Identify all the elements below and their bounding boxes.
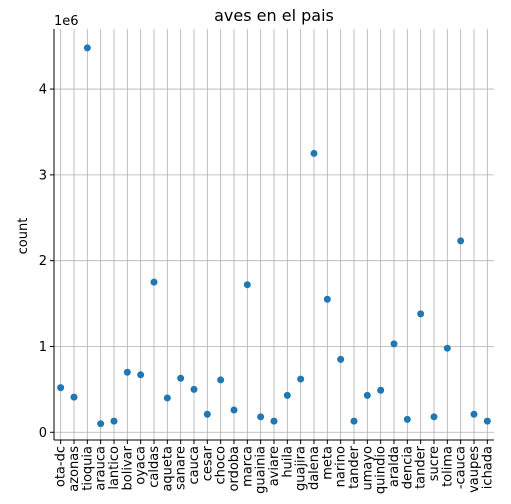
data-point (203, 410, 211, 418)
data-point (70, 393, 78, 401)
data-point (377, 386, 385, 394)
points-layer (57, 44, 491, 428)
data-point (110, 417, 118, 425)
y-tick-label: 3 (39, 168, 47, 183)
x-tick-label: umayo (360, 446, 375, 491)
data-point (83, 44, 91, 52)
data-point (470, 410, 478, 418)
x-tick-label: sanare (174, 446, 189, 490)
data-point (217, 376, 225, 384)
x-tick-label: dalena (307, 446, 322, 490)
x-tick-label: huila (280, 446, 295, 478)
data-point (163, 394, 171, 402)
data-point (443, 344, 451, 352)
data-point (483, 417, 491, 425)
y-multiplier-label: 1e6 (54, 14, 79, 29)
data-point (363, 391, 371, 399)
data-point (337, 355, 345, 363)
x-tick-label: bolivar (120, 445, 135, 490)
x-tick-label: cesar (200, 445, 215, 481)
x-tick-label: caldas (147, 446, 162, 488)
ticks-layer: ota-dcazonastioquiaaraucalanticobolivaro… (39, 83, 496, 495)
x-tick-label: ichada (480, 446, 495, 489)
data-point (297, 375, 305, 383)
data-point (137, 371, 145, 379)
x-tick-label: guajira (294, 446, 309, 491)
data-point (97, 420, 105, 428)
data-point (417, 310, 425, 318)
x-tick-label: oyaca (134, 446, 149, 485)
x-tick-label: azonas (67, 446, 82, 492)
data-point (310, 149, 318, 157)
data-point (257, 413, 265, 421)
data-point (283, 391, 291, 399)
x-tick-label: sucre (427, 446, 442, 481)
x-tick-label: cauca (187, 446, 202, 484)
grid-layer (54, 29, 494, 440)
x-tick-label: guainia (254, 446, 269, 494)
data-point (123, 368, 131, 376)
y-tick-label: 4 (39, 83, 47, 98)
data-point (403, 415, 411, 423)
x-tick-label: dencia (400, 446, 415, 489)
data-point (57, 384, 65, 392)
data-point (457, 237, 465, 245)
x-tick-label: lantico (107, 446, 122, 490)
y-axis-label: count (16, 218, 31, 255)
data-point (430, 413, 438, 421)
x-tick-label: aralda (387, 446, 402, 487)
x-tick-label: -cauca (454, 446, 469, 489)
data-point (230, 406, 238, 414)
x-tick-label: tander (414, 445, 429, 489)
x-tick-label: marca (240, 446, 255, 487)
x-tick-label: narino (334, 446, 349, 487)
data-point (323, 295, 331, 303)
x-tick-label: tander (347, 445, 362, 489)
data-point (270, 417, 278, 425)
y-tick-label: 2 (39, 254, 47, 269)
x-tick-label: vaupes (467, 446, 482, 493)
x-tick-label: choco (214, 446, 229, 484)
chart-title: aves en el pais (214, 6, 334, 25)
x-tick-label: arauca (94, 446, 109, 491)
data-point (190, 385, 198, 393)
data-point (350, 417, 358, 425)
y-tick-label: 0 (39, 426, 47, 441)
data-point (390, 340, 398, 348)
x-tick-label: aviare (267, 446, 282, 486)
x-tick-label: aqueta (160, 446, 175, 492)
y-tick-label: 1 (39, 340, 47, 355)
x-tick-label: tioquia (80, 446, 95, 491)
data-point (150, 278, 158, 286)
x-tick-label: tolima (440, 446, 455, 487)
x-tick-label: ordoba (227, 446, 242, 492)
x-tick-label: ota-dc (54, 446, 69, 487)
x-tick-label: meta (320, 446, 335, 480)
data-point (177, 374, 185, 382)
x-tick-label: quindio (374, 446, 389, 494)
data-point (243, 281, 251, 289)
